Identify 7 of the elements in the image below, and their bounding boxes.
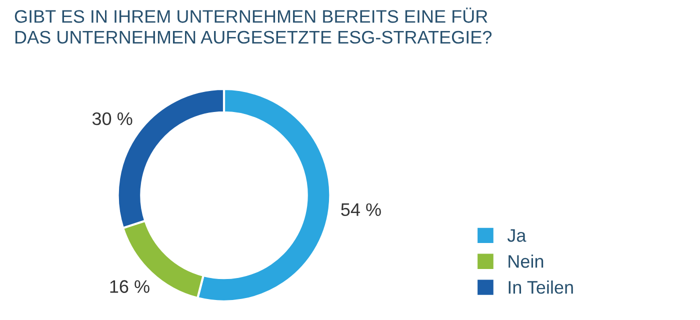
chart-title: GIBT ES IN IHREM UNTERNEHMEN BEREITS EINE FÜR DAS UNTERNEHMEN AUFGESETZTE ESG-STRATEGIE?: [14, 8, 492, 44]
data-label: 16 %: [110, 280, 150, 293]
legend-label: In Teilen: [508, 280, 573, 294]
data-label: 54 %: [341, 203, 381, 216]
data-label: 30 %: [92, 112, 132, 126]
legend-label: Ja: [507, 229, 526, 242]
legend-label: Nein: [508, 254, 544, 268]
